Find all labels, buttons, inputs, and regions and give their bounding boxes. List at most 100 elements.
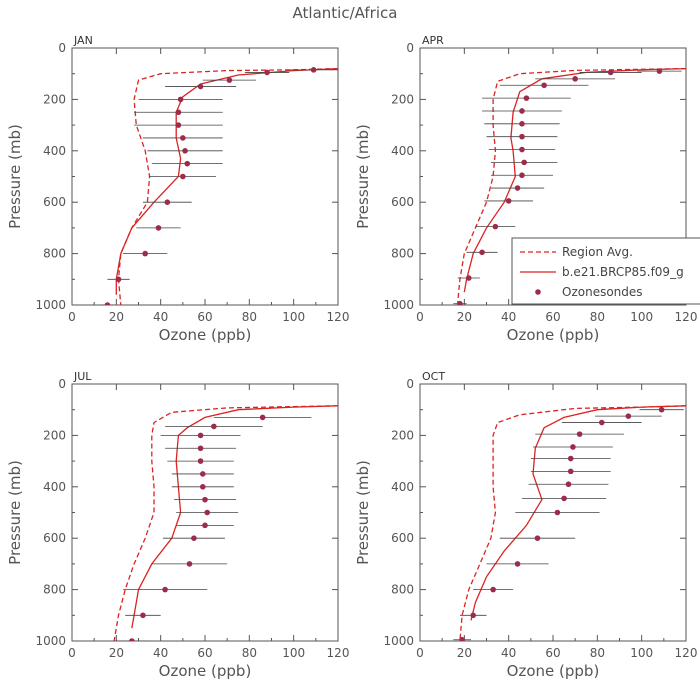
ozonesonde-point [457,300,463,305]
ozonesonde-point [259,414,266,421]
x-tick-label: 100 [282,310,305,324]
y-tick-label: 200 [43,428,66,442]
ozonesonde-point [459,636,465,641]
ozonesonde-point [534,535,541,541]
legend-box [511,237,700,305]
y-tick-label: 1000 [383,634,414,648]
ozonesonde-point [561,495,567,502]
panel-label: JUL [73,370,92,383]
region-avg-line [113,405,338,641]
ozonesonde-point [625,413,632,419]
ozonesonde-point [182,148,188,154]
x-tick-label: 100 [630,310,653,324]
ozonesonde-point [197,83,204,90]
x-tick-label: 120 [675,310,698,324]
y-tick-label: 200 [391,428,414,442]
plot-data [453,405,686,641]
panel-jul: 0 20 40 60 80 100 120 0 200 400 600 800 1000 Ozone (p… [6,370,349,680]
ozonesonde-point [164,199,171,205]
ozonesonde-point [658,406,665,413]
x-tick-label: 100 [282,646,305,660]
ozonesonde-point [567,455,574,462]
model-line [470,405,686,621]
ozonesonde-point [598,419,605,426]
ozonesonde-point [199,471,206,477]
region-avg-line [457,67,686,303]
plot-data [453,67,686,305]
panel-label: JAN [73,34,93,47]
y-tick-label: 800 [43,583,66,597]
plot-data [100,67,338,305]
y-tick-label: 600 [391,531,414,545]
y-tick-label: 800 [391,247,414,261]
ozonesonde-point [226,77,233,83]
ozonesonde-point [565,481,572,488]
x-tick-label: 120 [327,646,350,660]
ozonesonde-point [191,535,197,541]
ozonesonde-point [186,561,193,567]
ozonesonde-point [175,122,182,128]
y-tick-label: 400 [391,144,414,158]
ozonesonde-point [519,108,525,114]
y-tick-label: 800 [391,583,414,597]
x-tick-label: 80 [242,310,257,324]
legend-label: Ozonesondes [562,285,643,299]
y-tick-label: 0 [406,41,414,55]
ozonesonde-point [505,198,512,204]
ozonesonde-point [162,586,168,593]
ozonesonde-point [519,133,525,140]
y-axis-label: Pressure (mb) [354,460,372,565]
ozonesonde-point [202,496,208,503]
figure-title: Atlantic/Africa [293,4,398,22]
legend-label: Region Avg. [562,245,633,259]
ozonesonde-point [567,468,574,475]
legend: Region Avg. b.e21.BRCP85.f09_g Ozonesondes [511,237,700,305]
panel-oct: 0 20 40 60 80 100 120 0 200 400 600 800 1000 Ozone (p… [354,370,697,680]
y-tick-label: 600 [391,195,414,209]
ozonesonde-point [115,276,122,283]
region-avg-line [117,67,338,305]
y-tick-label: 600 [43,195,66,209]
plot-data [113,405,338,641]
x-tick-label: 40 [501,646,516,660]
ozonesonde-point [492,223,499,230]
x-tick-label: 40 [153,310,168,324]
x-tick-label: 20 [109,310,124,324]
y-tick-label: 1000 [35,298,66,312]
x-tick-label: 60 [545,310,560,324]
panel-apr: 0 20 40 60 80 100 120 0 200 400 600 800 1000 Ozone (p… [354,34,697,344]
ozonesonde-point [180,173,186,180]
ozonesonde-point [541,82,547,89]
x-tick-label: 60 [197,310,212,324]
ozonesonde-point [570,444,576,450]
ozonesonde-point [180,135,186,141]
panel-label: APR [422,34,444,47]
x-axis-label: Ozone (ppb) [507,326,600,344]
y-tick-label: 0 [58,377,66,391]
ozonesonde-point [184,160,191,167]
ozonesonde-point [514,185,521,191]
ozonesonde-point [177,96,184,103]
ozonesonde-point [175,109,182,116]
ozonesonde-point [199,484,206,490]
model-line [115,67,338,295]
ozonesonde-point [197,445,204,452]
x-tick-label: 20 [457,310,472,324]
x-tick-label: 80 [242,646,257,660]
ozonesonde-point [519,146,525,153]
ozonesonde-point [104,302,111,305]
y-tick-label: 0 [406,377,414,391]
x-tick-label: 60 [197,646,212,660]
x-tick-label: 20 [457,646,472,660]
y-tick-label: 1000 [35,634,66,648]
x-tick-label: 120 [675,646,698,660]
x-tick-label: 40 [153,646,168,660]
x-tick-label: 0 [68,646,76,660]
model-line [463,67,686,293]
panel-jan: 0 20 40 60 80 100 120 0 200 400 600 800 1000 Ozone (p… [6,34,349,344]
ozonesonde-point [519,172,525,179]
x-tick-label: 80 [590,646,605,660]
x-tick-label: 100 [630,646,653,660]
